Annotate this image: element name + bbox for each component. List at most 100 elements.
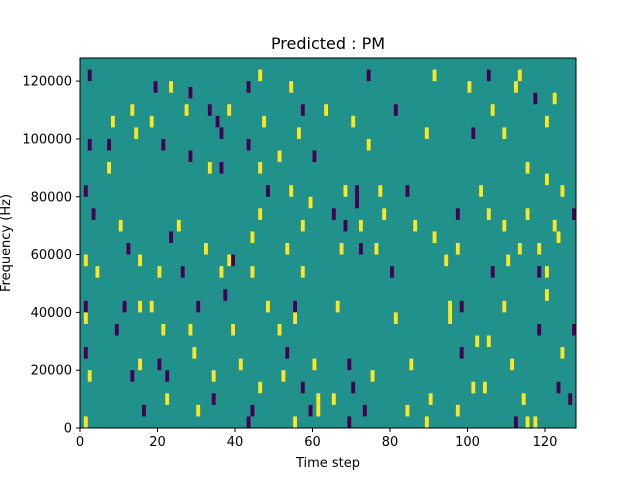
- heatmap-cell: [83, 347, 88, 359]
- x-tick-label: 100: [455, 435, 480, 450]
- heatmap-cell: [211, 393, 216, 405]
- heatmap-cell: [250, 404, 255, 417]
- heatmap-cell: [293, 416, 297, 428]
- heatmap-cell: [390, 266, 394, 278]
- y-tick-label: 120000: [22, 75, 72, 90]
- heatmap-cell: [455, 404, 460, 417]
- heatmap-cell: [157, 266, 162, 278]
- heatmap-cell: [537, 266, 542, 278]
- heatmap-cell: [266, 300, 270, 313]
- heatmap-cell: [219, 266, 224, 278]
- heatmap-cell: [424, 127, 429, 139]
- heatmap-cell: [432, 231, 437, 243]
- x-axis-ticks: 0 20 40 60 80 100 120: [76, 428, 558, 450]
- heatmap-cell: [161, 323, 166, 336]
- heatmap-cell: [502, 219, 507, 232]
- heatmap-cell: [308, 196, 313, 209]
- heatmap-cell: [138, 358, 142, 371]
- heatmap-cell: [211, 370, 216, 382]
- heatmap-cell: [227, 104, 232, 116]
- x-tick-label: 80: [382, 435, 399, 450]
- heatmap-cell: [219, 162, 224, 174]
- plot-area: [79, 57, 577, 429]
- heatmap-cell: [83, 312, 88, 324]
- heatmap-cell: [300, 266, 305, 278]
- heatmap-cell: [533, 92, 538, 105]
- heatmap-cell: [537, 323, 542, 336]
- heatmap-cell: [467, 81, 472, 93]
- heatmap-cell: [393, 104, 398, 116]
- heatmap-cell: [188, 150, 193, 163]
- heatmap-cell: [118, 219, 123, 232]
- heatmap-cell: [359, 243, 363, 255]
- heatmap-cell: [130, 370, 135, 382]
- heatmap-cell: [316, 393, 321, 405]
- heatmap-cell: [122, 300, 127, 313]
- heatmap-cell: [250, 266, 255, 278]
- heatmap-cell: [324, 104, 328, 116]
- heatmap-cell: [300, 381, 305, 394]
- heatmap-cell: [525, 208, 530, 220]
- heatmap-cell: [502, 300, 507, 313]
- heatmap-cell: [246, 81, 251, 93]
- heatmap-cell: [312, 358, 317, 371]
- heatmap-cell: [533, 416, 538, 428]
- heatmap-cell: [207, 104, 212, 116]
- heatmap-cell: [165, 370, 170, 382]
- y-tick-label: 80000: [31, 190, 72, 205]
- heatmap-cell: [111, 115, 115, 128]
- heatmap-cell: [351, 381, 356, 394]
- heatmap-cell: [459, 300, 464, 313]
- heatmap-cell: [568, 393, 573, 405]
- x-axis-label: Time step: [295, 456, 360, 471]
- heatmap-cell: [95, 266, 100, 278]
- heatmap-cell: [444, 254, 449, 267]
- heatmap-cell: [343, 219, 348, 232]
- x-tick-label: 120: [533, 435, 558, 450]
- heatmap-cell: [405, 404, 410, 417]
- heatmap-cell: [556, 231, 561, 243]
- heatmap-cell: [227, 254, 232, 267]
- heatmap-cell: [300, 104, 305, 116]
- x-tick-label: 0: [76, 435, 84, 450]
- heatmap-cell: [250, 231, 255, 243]
- heatmap-cell: [126, 243, 131, 255]
- heatmap-cell: [409, 358, 414, 371]
- heatmap-cell: [204, 243, 208, 255]
- heatmap-cell: [483, 381, 487, 394]
- heatmap-cell: [238, 358, 243, 371]
- heatmap-cell: [448, 312, 452, 324]
- heatmap-cell: [277, 323, 282, 336]
- heatmap-cell: [552, 219, 557, 232]
- heatmap-cell: [180, 266, 185, 278]
- heatmap-cell: [258, 162, 263, 174]
- heatmap-cell: [572, 208, 576, 220]
- heatmap-cell: [545, 266, 549, 278]
- heatmap-cell: [188, 86, 193, 99]
- heatmap-cell: [455, 208, 460, 220]
- heatmap-cell: [525, 416, 530, 428]
- heatmap-cell: [223, 289, 228, 301]
- heatmap-cell: [525, 162, 530, 174]
- y-tick-label: 0: [64, 422, 72, 437]
- heatmap-cell: [176, 219, 181, 232]
- heatmap-cell: [393, 312, 398, 324]
- heatmap-cell: [366, 69, 371, 82]
- heatmap-cell: [370, 370, 375, 382]
- heatmap-cell: [455, 243, 460, 255]
- heatmap-cell: [362, 404, 367, 417]
- heatmap-cell: [374, 243, 379, 255]
- heatmap-cell: [382, 208, 387, 220]
- heatmap-cell: [231, 323, 235, 336]
- heatmap-cell: [521, 393, 526, 405]
- heatmap-cell: [246, 416, 251, 428]
- heatmap-cell: [572, 323, 576, 336]
- heatmap-cell: [424, 416, 429, 428]
- heatmap-cell: [138, 300, 142, 313]
- heatmap-cell: [215, 115, 220, 128]
- y-tick-label: 100000: [22, 132, 72, 147]
- x-tick-label: 20: [149, 435, 166, 450]
- heatmap-cell: [83, 185, 88, 197]
- plot-frame: [79, 57, 577, 429]
- heatmap-cell: [246, 138, 251, 151]
